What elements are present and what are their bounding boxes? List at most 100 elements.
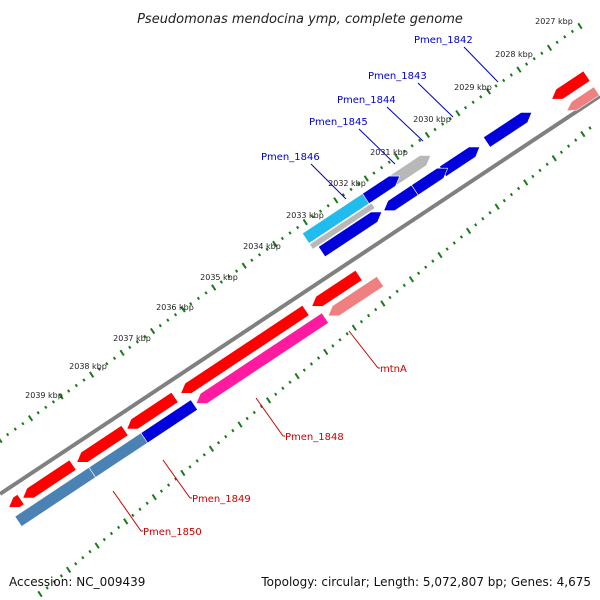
scale-tick <box>81 555 85 560</box>
scale-tick <box>180 469 186 477</box>
gene-label-pmen-1845: Pmen_1845 <box>309 117 368 128</box>
label-leader <box>162 459 191 499</box>
gene-edge-upper <box>551 70 591 100</box>
scale-tick <box>245 416 249 421</box>
gene-mtna <box>327 275 385 317</box>
scale-tick <box>252 410 256 415</box>
label-leader <box>112 490 142 532</box>
scale-tick <box>45 586 49 590</box>
scale-tick <box>359 319 364 324</box>
scale-labels: 2027 kbp 2028 kbp 2029 kbp 2030 kbp 2031 kbp… <box>25 17 573 400</box>
scale-tick <box>502 198 506 203</box>
gene-label-pmen-1850: Pmen_1850 <box>143 527 202 538</box>
map-title: Pseudomonas mendocina ymp, complete geno… <box>137 12 463 27</box>
scale-tick <box>523 179 529 186</box>
scale-tick <box>509 192 514 197</box>
scale-tick <box>388 295 392 300</box>
scale-tick <box>351 324 357 331</box>
gene-label-pmen-1848: Pmen_1848 <box>285 432 344 443</box>
label-leader <box>358 128 396 165</box>
scale-tick <box>379 165 384 170</box>
scale-tick <box>82 378 86 382</box>
gene-red-5 <box>22 459 77 499</box>
gene-red-3 <box>126 391 179 430</box>
scale-tick <box>265 397 272 404</box>
scale-tick <box>502 78 506 83</box>
scale-tick <box>416 271 421 275</box>
scale-tick <box>281 386 285 390</box>
scale-tick <box>131 513 135 518</box>
scale-tick <box>59 574 64 578</box>
scale-tick <box>288 231 292 235</box>
scale-tick <box>516 66 522 73</box>
scale-tick <box>211 284 217 291</box>
scale-tick <box>545 162 549 167</box>
scale-tick <box>216 440 221 445</box>
scale-tick <box>437 251 443 259</box>
gene-pmen-1850 <box>14 466 97 527</box>
scale-tick <box>408 276 415 283</box>
scale-tick <box>410 144 414 148</box>
scale-label: 2032 kbp <box>328 179 366 188</box>
gene-pmen-1848-red <box>180 304 310 394</box>
scale-tick <box>123 518 129 525</box>
scale-tick <box>318 209 323 213</box>
scale-tick <box>51 400 56 404</box>
scale-tick <box>494 84 498 88</box>
scale-tick <box>363 175 369 182</box>
scale-tick <box>372 171 376 175</box>
scale-tick <box>418 138 422 143</box>
scale-tick <box>516 186 521 191</box>
scale-tick <box>102 537 106 542</box>
gene-pmen-1846 <box>301 193 370 244</box>
scale-tick <box>532 56 536 61</box>
scale-tick <box>311 214 315 219</box>
scale-tick <box>570 29 574 34</box>
scale-tick <box>394 153 400 160</box>
scale-tick <box>196 296 201 301</box>
genome-backbone <box>0 94 600 496</box>
scale-tick <box>52 580 56 584</box>
scale-tick <box>44 405 48 410</box>
gene-pmen-1846-band <box>309 202 376 250</box>
scale-tick <box>109 531 114 536</box>
scale-tick <box>65 566 72 574</box>
scale-tick <box>272 240 278 248</box>
scale-tick <box>546 44 553 52</box>
scale-tick <box>158 323 162 328</box>
scale-tick <box>540 51 544 55</box>
scale-tick <box>204 291 208 295</box>
scale-tick <box>143 334 147 339</box>
scale-tick <box>67 389 71 393</box>
scale-tick <box>509 73 513 77</box>
scale-tick <box>431 259 435 263</box>
scale-tick <box>227 274 231 279</box>
scale-label: 2034 kbp <box>243 242 281 251</box>
scale-tick <box>74 383 78 388</box>
scale-tick <box>219 280 223 284</box>
scale-tick <box>395 289 399 294</box>
gene-pmen-1845-lower <box>383 184 419 211</box>
scale-tick <box>551 155 557 162</box>
gene-label-pmen-1842: Pmen_1842 <box>414 35 473 46</box>
scale-tick <box>138 507 142 511</box>
gene-red-4 <box>76 424 129 463</box>
gene-label-mtna: mtnA <box>380 364 407 375</box>
gene-label-pmen-1843: Pmen_1843 <box>368 71 427 82</box>
scale-tick <box>445 247 449 251</box>
scale-tick <box>374 307 378 312</box>
scale-tick <box>241 262 247 269</box>
scale-tick <box>231 428 235 433</box>
accession-text: Accession: NC_009439 <box>9 575 145 589</box>
scale-tick <box>494 203 500 210</box>
scale-tick <box>488 211 492 215</box>
label-leader <box>463 46 499 83</box>
scale-tick <box>459 235 464 239</box>
scale-tick <box>349 187 353 192</box>
scale-tick <box>116 525 121 530</box>
scale-tick <box>574 138 578 142</box>
scale-label: 2039 kbp <box>25 391 63 400</box>
scale-tick <box>151 493 157 501</box>
scale-tick <box>119 349 125 357</box>
